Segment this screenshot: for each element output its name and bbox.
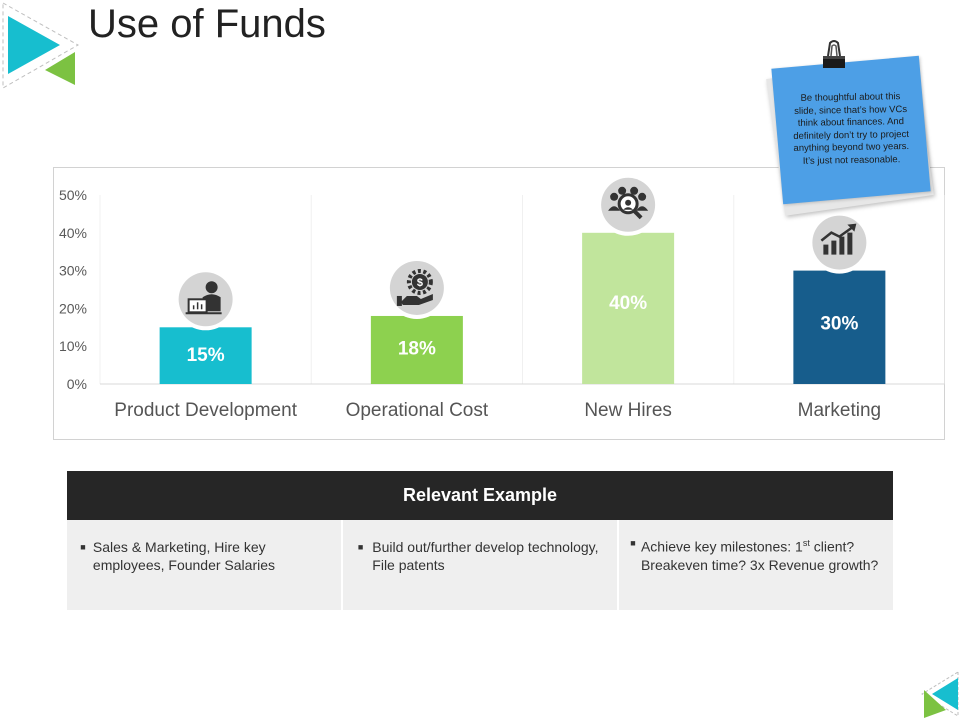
- corner-triangle-decoration: [2, 2, 80, 89]
- bar: [582, 232, 675, 384]
- table-cell-3: ■ Achieve key milestones: 1st client? Br…: [617, 520, 893, 610]
- bar-value-label: 15%: [187, 345, 225, 366]
- sticky-note: Be thoughtful about this slide, since th…: [766, 40, 934, 216]
- cell-text: Achieve key milestones: 1st client? Brea…: [641, 534, 883, 600]
- bar-value-label: 40%: [609, 293, 647, 314]
- cell-text: Build out/further develop technology, Fi…: [372, 539, 599, 573]
- relevant-example-table: Relevant Example ■ Sales & Marketing, Hi…: [67, 471, 893, 610]
- cell-text-prefix: Achieve key milestones: 1: [640, 538, 803, 555]
- square-bullet-icon: ■: [630, 538, 636, 548]
- cell-text-superscript: st: [802, 538, 810, 548]
- category-label: Product Development: [114, 400, 297, 421]
- team-search-icon: [597, 173, 660, 236]
- y-tick-label: 50%: [59, 187, 87, 203]
- bar-value-label: 18%: [398, 339, 436, 360]
- category-label: Marketing: [798, 400, 881, 421]
- bar-value-label: 30%: [820, 314, 858, 335]
- cell-text: Sales & Marketing, Hire key employees, F…: [92, 539, 276, 573]
- bar: [370, 315, 463, 384]
- y-tick-label: 0%: [67, 376, 87, 392]
- bar: [793, 270, 886, 384]
- table-row: ■ Sales & Marketing, Hire key employees,…: [67, 520, 893, 610]
- presenter-icon: [174, 268, 237, 331]
- corner-triangle-decoration-bottom: [921, 671, 959, 718]
- y-tick-label: 30%: [59, 263, 87, 279]
- bar-chart: 0% 10% 20% 30% 40% 50% 15% Product Development 1…: [59, 173, 945, 421]
- note-text: Be thoughtful about this slide, since th…: [793, 91, 910, 167]
- page-title: Use of Funds: [88, 2, 326, 46]
- growth-chart-icon: [808, 211, 871, 274]
- binder-clip-icon: [823, 40, 845, 68]
- table-cell-1: ■ Sales & Marketing, Hire key employees,…: [67, 520, 341, 610]
- cell-text-suffix: client? Breakeven time? 3x Revenue growt…: [640, 538, 879, 573]
- category-label: Operational Cost: [346, 400, 489, 421]
- y-tick-label: 40%: [59, 225, 87, 241]
- table-cell-2: ■ Build out/further develop technology, …: [341, 520, 617, 610]
- y-tick-label: 10%: [59, 338, 87, 354]
- svg-text:$: $: [417, 277, 423, 289]
- square-bullet-icon: ■: [80, 542, 86, 552]
- gear-dollar-icon: $: [385, 256, 448, 319]
- category-label: New Hires: [584, 400, 672, 421]
- y-tick-label: 20%: [59, 300, 87, 316]
- bar: [159, 327, 252, 384]
- table-header: Relevant Example: [67, 471, 893, 520]
- square-bullet-icon: ■: [357, 542, 364, 552]
